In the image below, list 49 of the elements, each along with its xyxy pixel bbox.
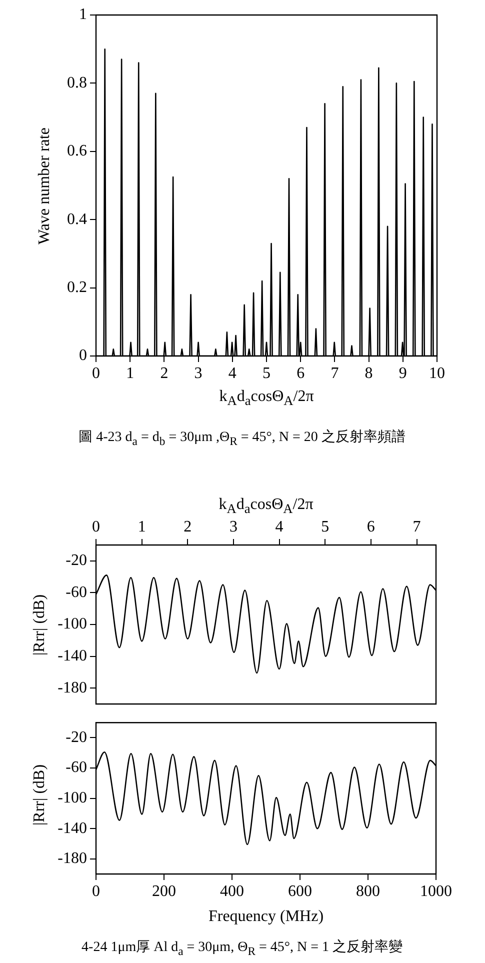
y-axis-title: Wave number rate <box>36 127 54 244</box>
y-tick-label: 0.6 <box>67 142 87 160</box>
y-tick-label: 1 <box>79 6 87 24</box>
x-tick-label: 600 <box>288 882 312 900</box>
x-tick-label: 1000 <box>420 882 452 900</box>
x-axis-title: Frequency (MHz) <box>208 908 324 926</box>
x-tick-label: 2 <box>160 364 168 382</box>
y-tick-label: -180 <box>58 850 87 868</box>
x-tick-label: 3 <box>229 518 238 536</box>
caption: 圖 4-23 d$_{a}$ = d$_{b}$ = 30μm ,Θ$_{R}$ = 45°, N = 20 之反射率頻譜 <box>78 428 406 448</box>
y-tick-label: -20 <box>66 552 87 570</box>
x-axis-title: k$_{A}$d$_{a}$cosΘ$_{A}$/2π <box>218 496 314 518</box>
y-tick-label: -140 <box>58 648 87 665</box>
y-axis-title: |Rrr| (dB) <box>31 594 49 656</box>
y-tick-label: -20 <box>66 728 87 746</box>
x-tick-label: 4 <box>228 364 236 382</box>
x-tick-label: 5 <box>321 518 330 536</box>
x-tick-label: 1 <box>138 518 146 536</box>
x-tick-label: 8 <box>364 364 373 382</box>
y-tick-label: -140 <box>58 820 87 837</box>
x-tick-label: 5 <box>262 364 270 382</box>
x-tick-label: 400 <box>220 882 244 900</box>
x-tick-label: 4 <box>275 518 284 536</box>
x-tick-label: 1 <box>126 364 134 382</box>
x-tick-label: 2 <box>184 518 192 536</box>
y-tick-label: -180 <box>58 679 87 696</box>
x-tick-label: 6 <box>296 364 305 382</box>
x-tick-label: 6 <box>366 518 375 536</box>
x-tick-label: 0 <box>92 364 100 382</box>
x-tick-label: 200 <box>152 882 176 900</box>
y-tick-label: 0.4 <box>67 210 87 228</box>
x-tick-label: 7 <box>412 518 421 536</box>
y-tick-label: -100 <box>58 790 87 807</box>
x-axis-title: k$_{A}$d$_{a}$cosΘ$_{A}$/2π <box>219 388 314 410</box>
x-tick-label: 0 <box>92 518 100 536</box>
text: 4-24 1μm厚 Al d$_{a}$ = 30μm, Θ$_{R}$ = 45°, N = 1 之反射率變 <box>82 938 402 958</box>
x-tick-label: 9 <box>398 364 407 382</box>
y-tick-label: -60 <box>66 584 87 601</box>
x-tick-label: 800 <box>356 882 380 900</box>
x-tick-label: 10 <box>429 364 445 382</box>
y-tick-label: -100 <box>58 616 87 633</box>
x-tick-label: 0 <box>92 882 100 900</box>
x-tick-label: 3 <box>194 364 202 382</box>
y-tick-label: 0 <box>79 347 87 364</box>
y-tick-label: 0.8 <box>67 74 87 92</box>
y-tick-label: -60 <box>66 759 87 776</box>
y-tick-label: 0.2 <box>67 279 87 296</box>
y-axis-title: |Rrr| (dB) <box>31 764 49 826</box>
x-tick-label: 7 <box>330 364 339 382</box>
